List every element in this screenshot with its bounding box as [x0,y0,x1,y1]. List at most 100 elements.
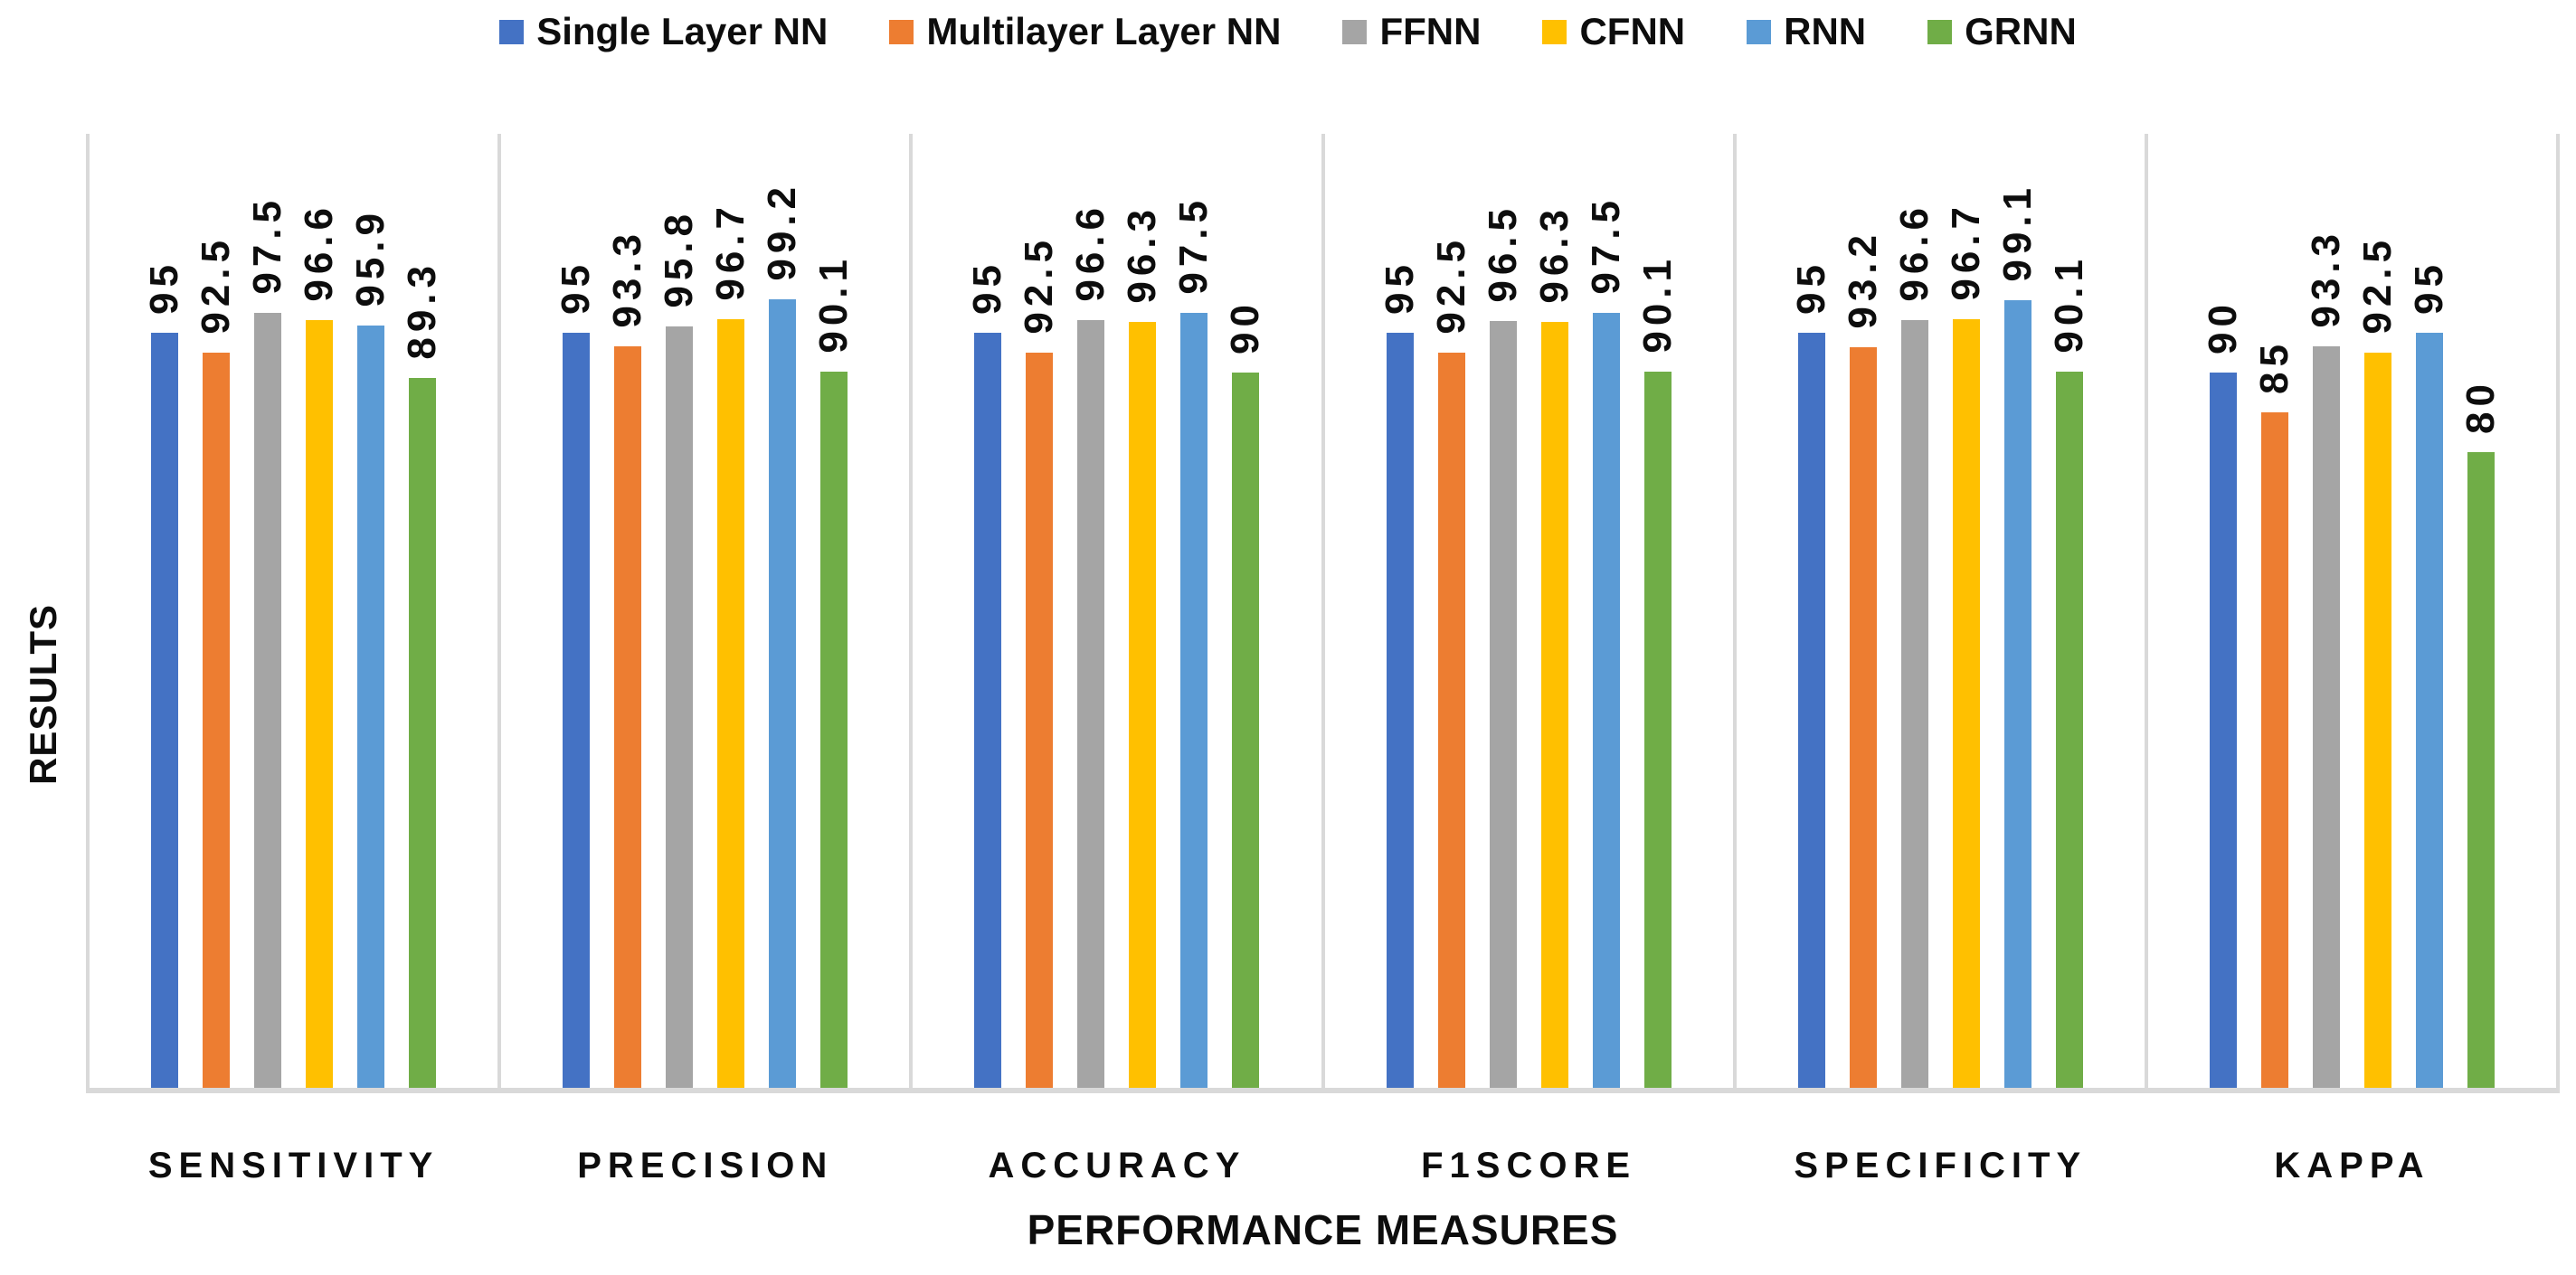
bar [1180,313,1208,1088]
bar [2209,373,2237,1088]
bar-cell: 90 [1223,299,1267,1088]
chart-body: RESULTS 95 92.5 97.5 96.6 95.9 89.3 95 93.3 95.8… [0,134,2576,1254]
bar-cell: 95.8 [657,209,701,1088]
plot-area: 95 92.5 97.5 96.6 95.9 89.3 95 93.3 95.8 96.7 99.2… [86,134,2560,1093]
bar [563,333,591,1088]
bar-value-label: 90.1 [2046,254,2091,354]
category-panel: 90 85 93.3 92.5 95 80 [2144,134,2556,1088]
bar-value-label: 97.5 [245,195,290,295]
bar-cell: 85 [2252,339,2297,1088]
bar-cell: 99.1 [1995,183,2040,1088]
bar [1849,347,1877,1088]
bar [306,320,334,1088]
y-axis-title: RESULTS [21,603,64,785]
bar [2003,300,2031,1088]
bar [254,313,282,1088]
bar-cell: 96.6 [1068,203,1113,1088]
category-panel: 95 92.5 96.5 96.3 97.5 90.1 [1321,134,1733,1088]
bar-value-label: 80 [2458,379,2503,434]
plot-wrap: 95 92.5 97.5 96.6 95.9 89.3 95 93.3 95.8 96.7 99.2… [86,134,2560,1254]
bar [357,326,385,1088]
bar-value-label: 99.1 [1994,183,2040,282]
bar [717,319,745,1088]
bar-value-label: 95 [554,260,599,315]
bar-cell: 92.5 [2355,235,2400,1088]
bar [614,346,642,1088]
bar-value-label: 93.3 [605,229,650,328]
legend-swatch [1542,19,1567,44]
bar-cell: 95 [2407,260,2451,1088]
bar-value-label: 97.5 [1583,195,1628,295]
bar-value-label: 95 [142,260,187,315]
bar [151,333,179,1088]
category-label: ACCURACY [988,1146,1246,1185]
bar-value-label: 96.6 [1068,203,1113,302]
bar [2260,412,2288,1088]
chart-legend: Single Layer NN Multilayer Layer NN FFNN CF… [0,0,2576,56]
bar-cell: 80 [2458,379,2503,1088]
bar-cell: 93.2 [1841,230,1885,1088]
bar-value-label: 99.2 [760,182,805,281]
legend-label: FFNN [1379,10,1482,52]
bar-value-label: 96.6 [297,203,342,302]
legend-item: CFNN [1542,13,1685,51]
bar-value-label: 95 [965,260,1010,315]
category-panel: 95 92.5 97.5 96.6 95.9 89.3 [86,134,497,1088]
bar [203,353,231,1088]
bar-value-label: 96.7 [1943,202,1988,301]
bar-value-label: 85 [2251,339,2297,394]
legend-item: Multilayer Layer NN [889,13,1281,51]
bar-value-label: 92.5 [194,235,239,335]
legend-swatch [499,19,525,44]
bar [1489,321,1517,1088]
bar-value-label: 96.5 [1480,203,1525,303]
bar [820,372,848,1088]
bar-cell: 96.7 [1944,202,1988,1088]
bar [1437,353,1465,1088]
bar [1077,320,1105,1088]
bar-cell: 96.6 [1892,203,1937,1088]
category-panel: 95 92.5 96.6 96.3 97.5 90 [909,134,1321,1088]
bar-cell: 96.3 [1532,204,1577,1088]
legend-item: Single Layer NN [499,13,828,51]
bar [2312,346,2340,1088]
legend-label: Single Layer NN [536,10,829,52]
bar-cell: 92.5 [1429,235,1473,1088]
category-axis: SENSITIVITY PRECISION ACCURACY F1SCORE SPECI… [86,1093,2560,1185]
category-panel: 95 93.2 96.6 96.7 99.1 90.1 [1732,134,2145,1088]
bar-cell: 90 [2201,299,2245,1088]
bar [2055,372,2083,1088]
bar-cell: 95 [965,260,1009,1088]
legend-item: GRNN [1927,13,2077,51]
legend-label: GRNN [1965,10,2077,52]
category-label: F1SCORE [1421,1146,1637,1185]
bar [1540,322,1568,1088]
bar-value-label: 95.8 [657,209,702,308]
bar [666,326,694,1088]
bar-cell: 93.3 [2304,229,2348,1088]
bar [769,299,797,1088]
legend-swatch [1342,19,1368,44]
category-panel: 95 93.3 95.8 96.7 99.2 90.1 [497,134,909,1088]
bar [1952,319,1980,1088]
bar-value-label: 90.1 [1634,254,1680,354]
bar [1900,320,1928,1088]
legend-item: RNN [1747,13,1866,51]
bar-cell: 95 [554,260,598,1088]
bar [2363,353,2391,1088]
bar-value-label: 96.7 [708,202,753,301]
category-label: SPECIFICITY [1794,1146,2088,1185]
bar-value-label: 90.1 [811,254,857,354]
bar-value-label: 90 [1223,299,1268,354]
y-axis: RESULTS [0,134,86,1254]
bar-value-label: 90 [2200,299,2245,354]
legend-label: RNN [1784,10,1867,52]
bar-cell: 92.5 [1017,235,1061,1088]
bar [2467,452,2495,1088]
x-axis-title: PERFORMANCE MEASURES [1027,1206,1619,1253]
bar-value-label: 92.5 [2354,235,2400,335]
bar-value-label: 97.5 [1171,195,1217,295]
bar-cell: 95 [142,260,186,1088]
bar-value-label: 96.3 [1531,204,1577,304]
